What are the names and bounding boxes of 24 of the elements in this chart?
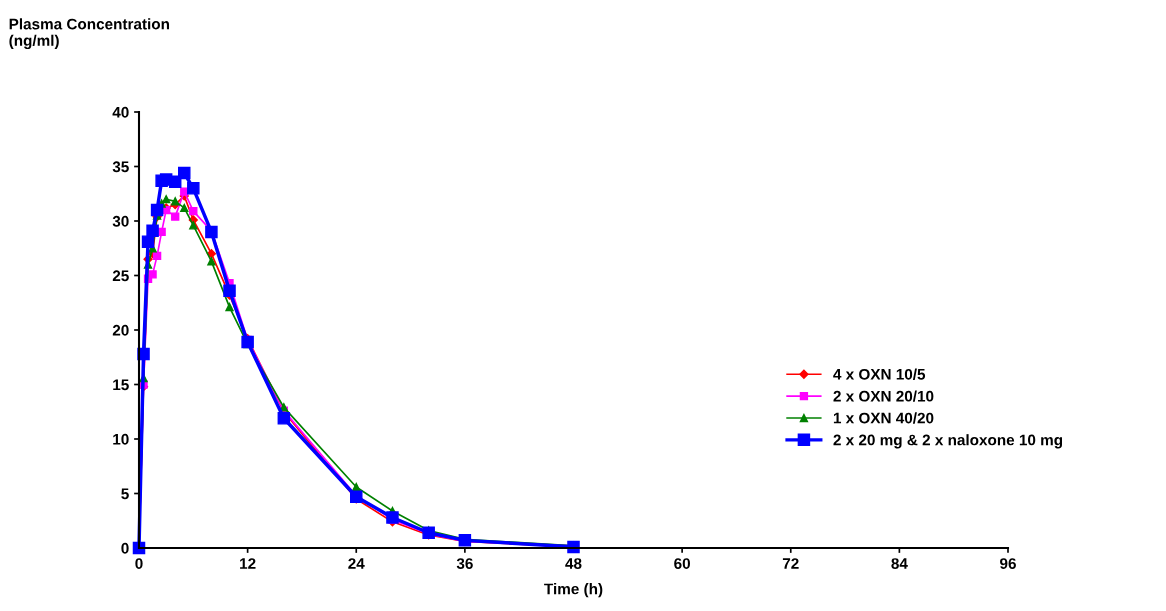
- y-tick-label: 35: [112, 161, 129, 173]
- x-tick-label: 12: [240, 558, 256, 569]
- y-tick-label: 0: [121, 542, 129, 554]
- y-tick-label: 5: [121, 488, 129, 500]
- x-tick-label: 60: [674, 558, 690, 569]
- legend-label: 2 x 20 mg & 2 x naloxone 10 mg: [833, 434, 1063, 449]
- x-tick-label: 96: [1000, 558, 1016, 569]
- y-axis-title: Plasma Concentration (ng/ml): [9, 18, 170, 50]
- y-tick-label: 40: [112, 106, 129, 118]
- legend-label: 2 x OXN 20/10: [833, 390, 934, 402]
- x-axis-title: Time (h): [544, 583, 603, 598]
- y-tick-label: 30: [112, 215, 129, 227]
- y-tick-label: 15: [113, 379, 129, 391]
- y-tick-label: 10: [113, 433, 129, 445]
- x-tick-label: 48: [565, 558, 582, 569]
- x-tick-label: 0: [135, 558, 143, 569]
- x-tick-label: 72: [782, 558, 799, 569]
- legend-label: 4 x OXN 10/5: [833, 368, 926, 380]
- x-tick-label: 24: [348, 558, 365, 569]
- y-tick-label: 25: [112, 270, 129, 282]
- legend-label: 1 x OXN 40/20: [833, 412, 934, 424]
- x-tick-label: 36: [456, 558, 473, 569]
- y-tick-label: 20: [112, 324, 129, 336]
- x-tick-label: 84: [891, 558, 908, 569]
